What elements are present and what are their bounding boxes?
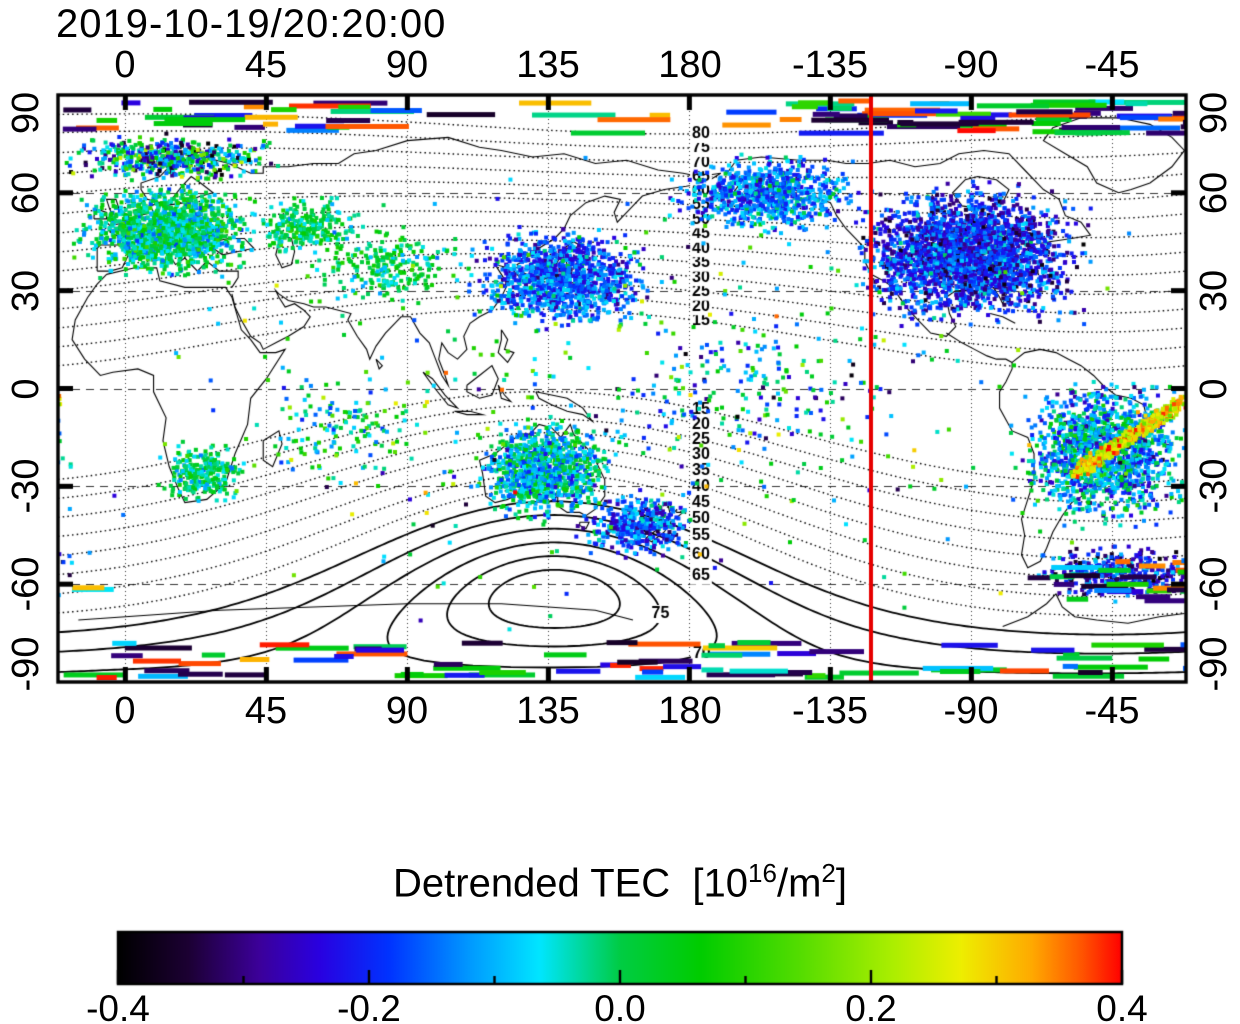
colorbar-title: Detrended TEC [1016/m2] [0,858,1240,906]
top-axis-label-45: 45 [244,44,288,86]
left-axis-label-30: 30 [5,269,47,313]
left-axis-label-m30: -30 [5,458,47,514]
colorbar-tick-label-1: -0.2 [337,988,401,1024]
right-axis-label-m90: -90 [1193,636,1235,692]
bottom-axis-label-m90: -90 [943,690,999,732]
bottom-axis-label-135: 135 [516,690,580,732]
bottom-axis-label-m135: -135 [791,690,869,732]
right-axis-label-60: 60 [1193,171,1235,215]
bottom-axis-label-m45: -45 [1084,690,1140,732]
colorbar-title-exponent: 16 [748,858,777,888]
colorbar-title-suffix: ] [835,861,847,906]
colorbar-tick-label-3: 0.2 [845,988,897,1024]
top-axis-label-m45: -45 [1084,44,1140,86]
left-axis-label-60: 60 [5,171,47,215]
top-axis-label-m90: -90 [943,44,999,86]
right-axis-label-30: 30 [1193,269,1235,313]
left-axis-label-0: 0 [5,378,47,400]
bottom-axis-label-45: 45 [244,690,288,732]
bottom-axis-label-180: 180 [658,690,722,732]
right-axis-label-0: 0 [1193,378,1235,400]
bottom-axis-label-90: 90 [385,690,429,732]
right-axis-label-m30: -30 [1193,458,1235,514]
top-axis-label-135: 135 [516,44,580,86]
colorbar-tick-label-4: 0.4 [1096,988,1148,1024]
bottom-axis-label-0: 0 [114,690,136,732]
colorbar-tick-label-2: 0.0 [594,988,646,1024]
colorbar-tick-label-0: -0.4 [86,988,150,1024]
top-axis-label-0: 0 [114,44,136,86]
top-axis-label-m135: -135 [791,44,869,86]
timestamp-title: 2019-10-19/20:20:00 [56,2,447,46]
left-axis-label-m90: -90 [5,636,47,692]
top-axis-label-90: 90 [385,44,429,86]
colorbar-title-prefix: Detrended TEC [10 [393,861,749,906]
colorbar-title-mid: /m [776,861,822,906]
top-axis-label-180: 180 [658,44,722,86]
colorbar-title-exponent2: 2 [821,858,836,888]
